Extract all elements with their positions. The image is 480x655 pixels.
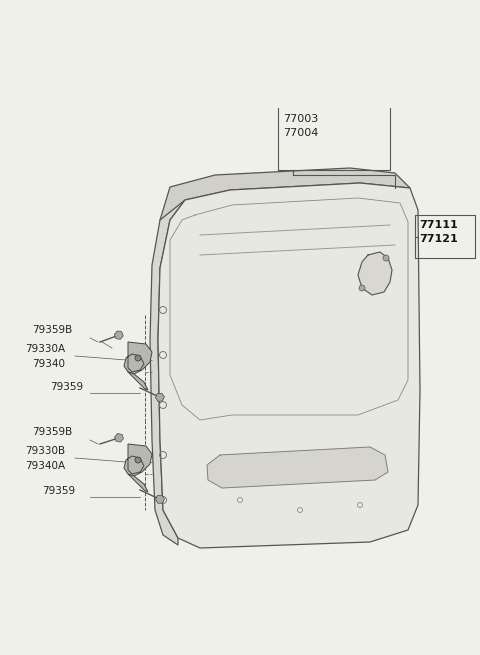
Text: 79359B: 79359B <box>32 325 72 335</box>
Polygon shape <box>124 444 152 476</box>
Polygon shape <box>160 168 410 220</box>
Circle shape <box>383 255 389 261</box>
Polygon shape <box>128 372 148 390</box>
Polygon shape <box>156 495 165 504</box>
Text: 77111: 77111 <box>419 220 458 230</box>
Polygon shape <box>158 183 420 548</box>
Polygon shape <box>207 447 388 488</box>
Polygon shape <box>156 393 165 402</box>
Text: 79340A: 79340A <box>25 461 65 471</box>
Text: 79330B: 79330B <box>25 446 65 456</box>
Circle shape <box>359 285 365 291</box>
Text: 79359: 79359 <box>42 486 75 496</box>
Text: 79359: 79359 <box>50 382 83 392</box>
Circle shape <box>135 355 141 361</box>
Polygon shape <box>124 342 152 374</box>
Polygon shape <box>150 200 185 545</box>
Text: 79359B: 79359B <box>32 427 72 437</box>
Polygon shape <box>358 252 392 295</box>
Text: 77004: 77004 <box>283 128 318 138</box>
Polygon shape <box>114 331 123 339</box>
Text: 79330A: 79330A <box>25 344 65 354</box>
Text: 77003: 77003 <box>283 114 318 124</box>
Polygon shape <box>128 474 148 492</box>
Text: 77121: 77121 <box>419 234 458 244</box>
Polygon shape <box>115 434 123 442</box>
Circle shape <box>135 457 141 463</box>
Text: 79340: 79340 <box>32 359 65 369</box>
